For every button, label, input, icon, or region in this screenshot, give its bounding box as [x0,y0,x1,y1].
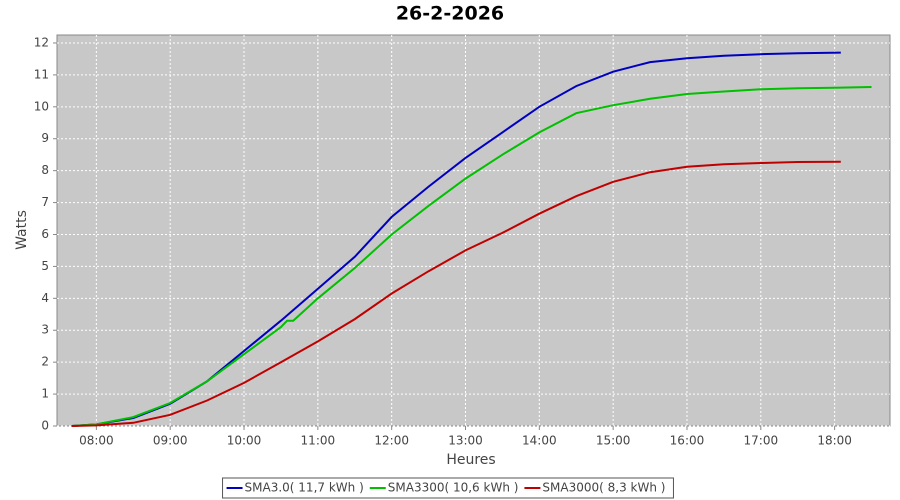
x-tick-label: 15:00 [596,434,631,448]
series-line [71,160,841,427]
y-tick-label: 4 [41,291,49,305]
x-tick-label: 08:00 [79,434,114,448]
legend-label: SMA3000( 8,3 kWh ) [542,481,665,495]
y-tick-label: 3 [41,323,49,337]
legend-box [222,477,674,499]
y-tick-label: 6 [41,227,49,241]
legend-label: SMA3300( 10,6 kWh ) [388,481,519,495]
x-tick-label: 09:00 [153,434,188,448]
x-tick-label: 14:00 [522,434,557,448]
plot-area [56,34,891,427]
x-axis-label: Heures [446,452,495,468]
series-line [71,86,872,427]
y-tick-label: 10 [34,99,49,113]
x-tick-label: 11:00 [301,434,336,448]
x-tick-label: 16:00 [670,434,705,448]
y-tick-label: 11 [34,67,49,81]
y-tick-label: 5 [41,259,49,273]
legend-label: SMA3.0( 11,7 kWh ) [245,481,364,495]
x-tick-label: 12:00 [374,434,409,448]
y-tick-label: 8 [41,163,49,177]
legend: SMA3.0( 11,7 kWh ) SMA3300( 10,6 kWh ) SMA… [222,477,674,499]
y-tick-label: 7 [41,195,49,209]
y-tick-label: 0 [41,419,49,433]
y-tick-label: 9 [41,131,49,145]
x-tick-label: 13:00 [448,434,483,448]
x-tick-label: 17:00 [744,434,779,448]
chart-title: 26-2-2026 [396,3,504,25]
y-axis-label: Watts [14,210,30,250]
x-tick-label: 18:00 [817,434,852,448]
y-tick-label: 2 [41,355,49,369]
y-tick-label: 1 [41,387,49,401]
x-tick-label: 10:00 [227,434,262,448]
y-tick-label: 12 [34,35,49,49]
